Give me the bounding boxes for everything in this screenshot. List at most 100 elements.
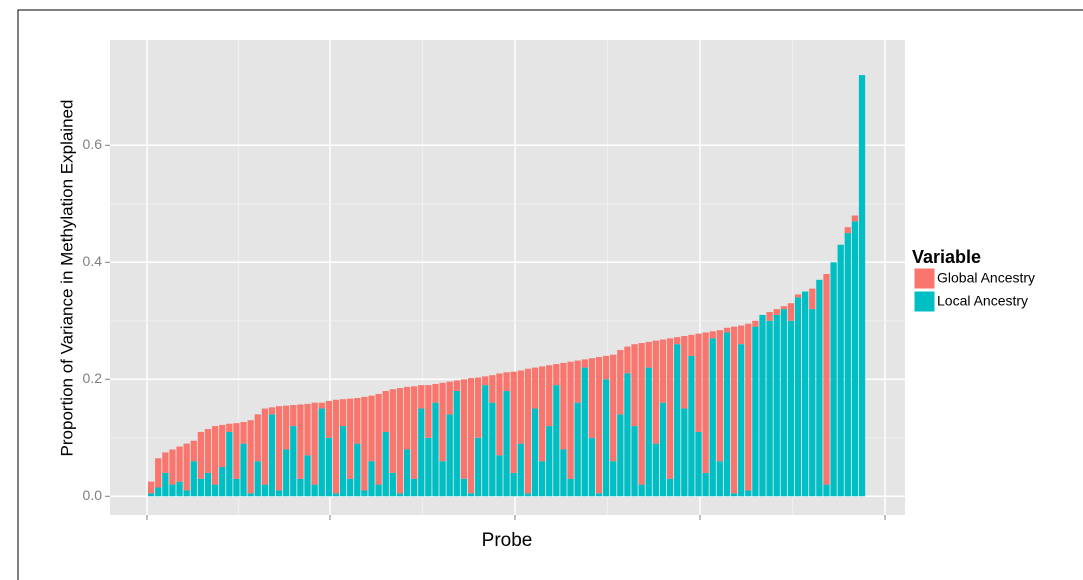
bar (681, 408, 688, 497)
bar (347, 398, 354, 479)
bar (830, 262, 837, 497)
bar (311, 402, 318, 485)
bar (666, 338, 674, 479)
bar (496, 373, 503, 456)
bar (645, 341, 652, 368)
bar (787, 303, 795, 321)
bar (666, 478, 674, 497)
bar (190, 461, 197, 497)
bar (247, 493, 254, 497)
bar (240, 421, 247, 444)
bar (581, 367, 588, 497)
bar (368, 461, 375, 497)
bar (716, 461, 723, 497)
bar (247, 420, 254, 494)
bar (290, 405, 297, 427)
bar (730, 326, 738, 494)
bar (297, 404, 304, 479)
bar (503, 372, 510, 391)
bar (496, 455, 503, 497)
bar (489, 375, 496, 403)
bar (773, 309, 780, 315)
y-tick-label: 0.6 (83, 136, 103, 152)
bar (745, 490, 752, 497)
bar (361, 490, 368, 497)
bar (155, 458, 162, 488)
bar (638, 343, 645, 485)
bar (204, 472, 212, 497)
bar (283, 405, 290, 450)
bar (809, 309, 816, 497)
bar (709, 331, 716, 339)
bar (354, 443, 361, 497)
legend-title: Variable (912, 247, 981, 267)
bar (339, 399, 347, 427)
legend-label: Local Ancestry (937, 293, 1028, 309)
legend-key (913, 267, 936, 290)
bar (403, 386, 411, 450)
bar (510, 472, 517, 497)
bar (197, 478, 205, 497)
bar (347, 478, 354, 497)
bar (389, 472, 396, 497)
bar (766, 312, 773, 321)
bar (261, 484, 268, 497)
bar (638, 484, 645, 497)
bar (183, 490, 190, 497)
bar (148, 493, 155, 497)
bar (709, 338, 716, 497)
bar (304, 403, 311, 456)
bar (588, 358, 596, 438)
bar (652, 340, 659, 444)
bar (460, 478, 468, 497)
bar (197, 431, 205, 479)
bar (482, 376, 489, 386)
bar (446, 414, 453, 497)
bar (553, 385, 560, 497)
bar (254, 414, 261, 462)
bar (396, 388, 404, 494)
bar (176, 446, 183, 482)
bar (851, 221, 859, 497)
bar (361, 396, 368, 491)
bar (716, 330, 723, 462)
y-tick-label: 0.4 (83, 253, 103, 269)
bar (759, 314, 766, 497)
bar (837, 244, 844, 497)
bar (453, 380, 460, 391)
bar (403, 449, 411, 497)
bar (155, 487, 162, 497)
bar (382, 390, 389, 432)
frame (17, 9, 1083, 580)
bar (233, 478, 240, 497)
bar (695, 431, 702, 497)
bar (738, 325, 745, 345)
bar (432, 383, 439, 403)
bar (226, 431, 233, 497)
bar (240, 443, 247, 497)
bar (211, 426, 219, 485)
bar (595, 357, 603, 494)
bar (297, 478, 304, 497)
bar (382, 431, 389, 497)
bar (275, 406, 283, 491)
bar (723, 327, 731, 333)
bar (183, 443, 190, 491)
bar (375, 484, 382, 497)
bar (411, 386, 418, 479)
bar (567, 361, 574, 479)
x-axis-title: Probe (482, 530, 533, 551)
bar (794, 294, 802, 298)
bar (738, 344, 745, 497)
bar (411, 478, 418, 497)
bar (304, 455, 311, 497)
bar (702, 332, 709, 473)
bar (268, 414, 276, 497)
bar (190, 440, 197, 462)
bar (602, 355, 610, 380)
bar (588, 437, 596, 497)
bar (148, 481, 155, 494)
bar (219, 424, 226, 468)
bar (418, 385, 425, 409)
